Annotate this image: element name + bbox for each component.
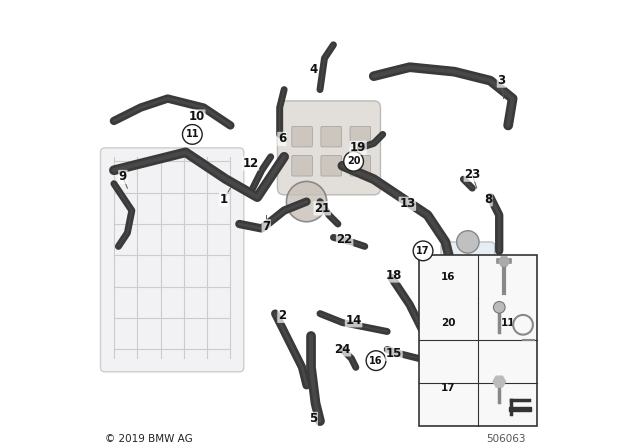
- Text: 7: 7: [262, 220, 270, 233]
- FancyBboxPatch shape: [100, 148, 244, 372]
- Text: 24: 24: [334, 343, 351, 356]
- Text: 23: 23: [464, 168, 481, 181]
- FancyBboxPatch shape: [278, 101, 380, 195]
- Text: 2: 2: [278, 309, 286, 323]
- Text: 8: 8: [484, 193, 492, 206]
- Text: 17: 17: [441, 383, 456, 393]
- Text: © 2019 BMW AG: © 2019 BMW AG: [105, 434, 193, 444]
- Text: 10: 10: [189, 110, 205, 123]
- Text: 11: 11: [500, 319, 515, 328]
- Text: 3: 3: [497, 74, 506, 87]
- Text: 17: 17: [416, 246, 430, 256]
- FancyBboxPatch shape: [321, 155, 342, 176]
- Circle shape: [493, 302, 505, 313]
- Circle shape: [344, 151, 364, 171]
- Polygon shape: [499, 257, 509, 266]
- Text: 12: 12: [243, 157, 259, 170]
- Text: 4: 4: [309, 63, 317, 76]
- FancyBboxPatch shape: [321, 126, 342, 147]
- FancyBboxPatch shape: [292, 126, 312, 147]
- Text: 15: 15: [386, 347, 402, 361]
- FancyBboxPatch shape: [350, 126, 371, 147]
- Text: 16: 16: [441, 272, 456, 283]
- Polygon shape: [493, 376, 506, 387]
- Text: 22: 22: [337, 233, 353, 246]
- Circle shape: [287, 181, 327, 222]
- Text: 11: 11: [186, 129, 199, 139]
- FancyBboxPatch shape: [350, 155, 371, 176]
- Text: 506063: 506063: [486, 434, 526, 444]
- Circle shape: [456, 231, 479, 253]
- Text: 13: 13: [399, 197, 415, 211]
- Circle shape: [366, 351, 386, 370]
- Circle shape: [182, 125, 202, 144]
- FancyBboxPatch shape: [441, 242, 495, 318]
- Text: 18: 18: [386, 269, 402, 282]
- Text: 5: 5: [309, 412, 317, 426]
- Text: 1: 1: [220, 193, 228, 206]
- Text: 21: 21: [314, 202, 330, 215]
- Text: 6: 6: [278, 132, 286, 146]
- Circle shape: [413, 241, 433, 261]
- Text: 19: 19: [350, 141, 366, 155]
- Text: 9: 9: [119, 170, 127, 184]
- Bar: [419, 255, 538, 426]
- Text: 16: 16: [369, 356, 383, 366]
- FancyBboxPatch shape: [292, 155, 312, 176]
- Text: 14: 14: [346, 314, 362, 327]
- Text: 20: 20: [441, 319, 456, 328]
- Polygon shape: [509, 407, 531, 411]
- Text: 20: 20: [347, 156, 360, 166]
